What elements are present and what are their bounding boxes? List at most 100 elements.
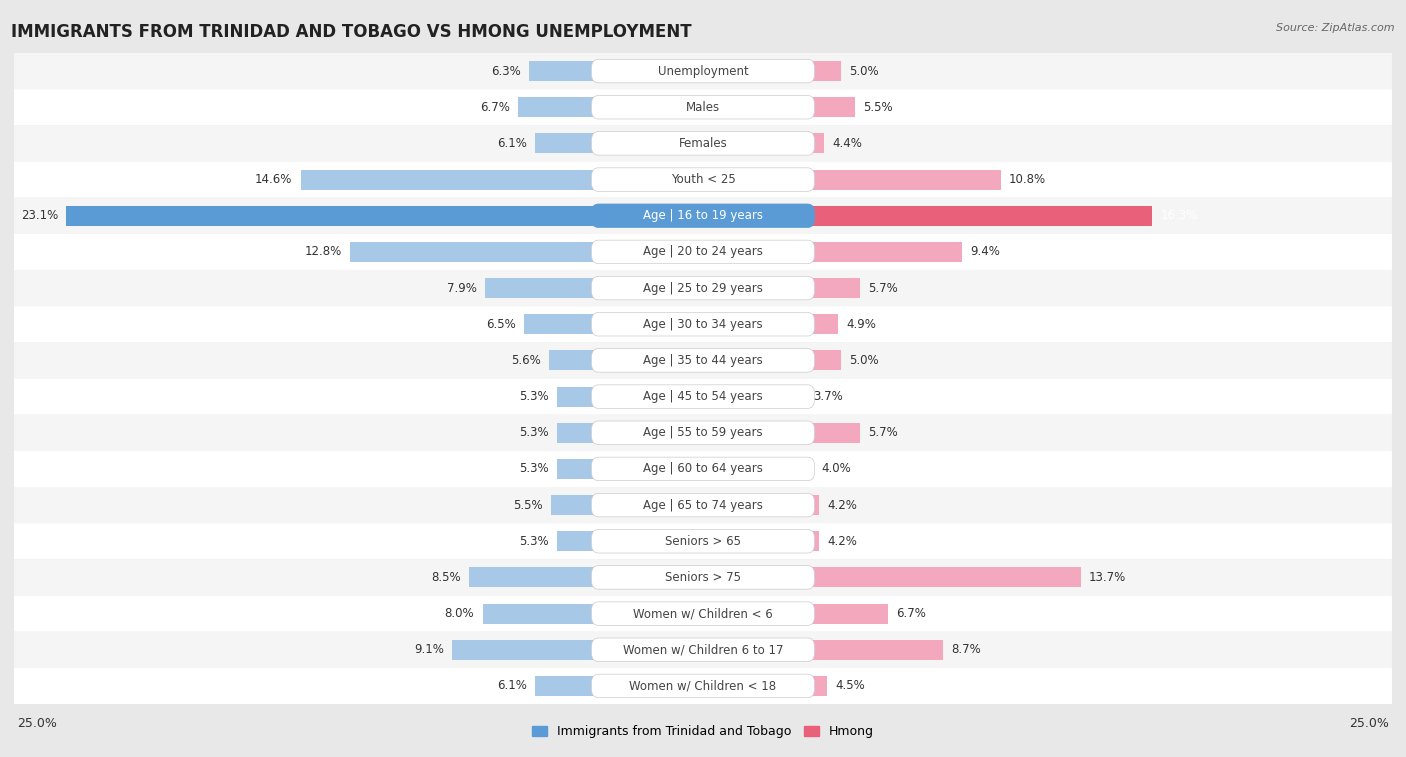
Bar bbox=[703, 242, 962, 262]
Bar bbox=[703, 423, 860, 443]
FancyBboxPatch shape bbox=[14, 126, 1392, 161]
Bar bbox=[703, 314, 838, 334]
FancyBboxPatch shape bbox=[592, 602, 814, 625]
Bar bbox=[703, 531, 818, 551]
FancyBboxPatch shape bbox=[14, 306, 1392, 342]
Text: Source: ZipAtlas.com: Source: ZipAtlas.com bbox=[1277, 23, 1395, 33]
Text: Youth < 25: Youth < 25 bbox=[671, 173, 735, 186]
Text: 5.3%: 5.3% bbox=[519, 463, 548, 475]
Bar bbox=[485, 278, 703, 298]
Text: 5.3%: 5.3% bbox=[519, 426, 548, 439]
Bar bbox=[703, 676, 827, 696]
FancyBboxPatch shape bbox=[14, 631, 1392, 668]
Bar bbox=[703, 387, 806, 407]
Text: 5.7%: 5.7% bbox=[869, 426, 898, 439]
Bar bbox=[468, 568, 703, 587]
FancyBboxPatch shape bbox=[592, 59, 814, 83]
FancyBboxPatch shape bbox=[592, 276, 814, 300]
Text: 5.5%: 5.5% bbox=[513, 499, 543, 512]
Bar bbox=[519, 98, 703, 117]
FancyBboxPatch shape bbox=[14, 378, 1392, 415]
Bar bbox=[534, 676, 703, 696]
Bar bbox=[534, 133, 703, 154]
Text: Age | 65 to 74 years: Age | 65 to 74 years bbox=[643, 499, 763, 512]
FancyBboxPatch shape bbox=[14, 596, 1392, 631]
FancyBboxPatch shape bbox=[592, 565, 814, 589]
FancyBboxPatch shape bbox=[14, 559, 1392, 596]
Text: Age | 35 to 44 years: Age | 35 to 44 years bbox=[643, 354, 763, 367]
Text: Unemployment: Unemployment bbox=[658, 64, 748, 77]
FancyBboxPatch shape bbox=[14, 270, 1392, 306]
FancyBboxPatch shape bbox=[14, 53, 1392, 89]
Bar bbox=[703, 170, 1001, 189]
Text: Women w/ Children < 18: Women w/ Children < 18 bbox=[630, 680, 776, 693]
Text: 6.7%: 6.7% bbox=[896, 607, 925, 620]
Bar bbox=[524, 314, 703, 334]
Text: Seniors > 65: Seniors > 65 bbox=[665, 534, 741, 548]
Text: 5.0%: 5.0% bbox=[849, 64, 879, 77]
FancyBboxPatch shape bbox=[14, 451, 1392, 487]
FancyBboxPatch shape bbox=[14, 523, 1392, 559]
Legend: Immigrants from Trinidad and Tobago, Hmong: Immigrants from Trinidad and Tobago, Hmo… bbox=[527, 721, 879, 743]
Text: 5.3%: 5.3% bbox=[519, 534, 548, 548]
Bar bbox=[703, 568, 1081, 587]
Bar bbox=[703, 278, 860, 298]
Text: 4.9%: 4.9% bbox=[846, 318, 876, 331]
Bar bbox=[66, 206, 703, 226]
Text: 23.1%: 23.1% bbox=[21, 209, 58, 223]
Text: 7.9%: 7.9% bbox=[447, 282, 477, 294]
Text: IMMIGRANTS FROM TRINIDAD AND TOBAGO VS HMONG UNEMPLOYMENT: IMMIGRANTS FROM TRINIDAD AND TOBAGO VS H… bbox=[11, 23, 692, 41]
FancyBboxPatch shape bbox=[14, 198, 1392, 234]
Bar bbox=[703, 603, 887, 624]
FancyBboxPatch shape bbox=[14, 161, 1392, 198]
FancyBboxPatch shape bbox=[592, 204, 814, 228]
FancyBboxPatch shape bbox=[14, 89, 1392, 126]
Text: 12.8%: 12.8% bbox=[305, 245, 342, 258]
Text: 4.4%: 4.4% bbox=[832, 137, 862, 150]
FancyBboxPatch shape bbox=[592, 168, 814, 192]
FancyBboxPatch shape bbox=[592, 313, 814, 336]
Text: 5.0%: 5.0% bbox=[849, 354, 879, 367]
Bar bbox=[703, 206, 1152, 226]
Text: Age | 55 to 59 years: Age | 55 to 59 years bbox=[643, 426, 763, 439]
Text: 3.7%: 3.7% bbox=[813, 390, 844, 403]
Text: Males: Males bbox=[686, 101, 720, 114]
Text: 5.3%: 5.3% bbox=[519, 390, 548, 403]
FancyBboxPatch shape bbox=[592, 529, 814, 553]
Text: 4.0%: 4.0% bbox=[821, 463, 851, 475]
Text: 8.7%: 8.7% bbox=[950, 643, 981, 656]
Text: 16.3%: 16.3% bbox=[1160, 209, 1198, 223]
Text: 6.1%: 6.1% bbox=[496, 137, 527, 150]
FancyBboxPatch shape bbox=[14, 668, 1392, 704]
Text: 6.3%: 6.3% bbox=[491, 64, 522, 77]
Text: 25.0%: 25.0% bbox=[17, 717, 56, 730]
Bar bbox=[551, 495, 703, 515]
FancyBboxPatch shape bbox=[592, 132, 814, 155]
Text: 6.7%: 6.7% bbox=[481, 101, 510, 114]
Text: Age | 25 to 29 years: Age | 25 to 29 years bbox=[643, 282, 763, 294]
Text: 4.2%: 4.2% bbox=[827, 499, 856, 512]
FancyBboxPatch shape bbox=[14, 234, 1392, 270]
Bar bbox=[703, 350, 841, 370]
FancyBboxPatch shape bbox=[14, 342, 1392, 378]
Bar bbox=[557, 459, 703, 479]
Bar bbox=[703, 61, 841, 81]
Bar bbox=[703, 640, 943, 659]
Text: Females: Females bbox=[679, 137, 727, 150]
Text: Age | 16 to 19 years: Age | 16 to 19 years bbox=[643, 209, 763, 223]
FancyBboxPatch shape bbox=[592, 421, 814, 444]
Text: Age | 45 to 54 years: Age | 45 to 54 years bbox=[643, 390, 763, 403]
Text: 8.0%: 8.0% bbox=[444, 607, 474, 620]
Bar bbox=[548, 350, 703, 370]
Text: Women w/ Children < 6: Women w/ Children < 6 bbox=[633, 607, 773, 620]
FancyBboxPatch shape bbox=[14, 487, 1392, 523]
Bar bbox=[453, 640, 703, 659]
Text: 5.6%: 5.6% bbox=[510, 354, 540, 367]
Text: Age | 20 to 24 years: Age | 20 to 24 years bbox=[643, 245, 763, 258]
FancyBboxPatch shape bbox=[592, 494, 814, 517]
Bar bbox=[350, 242, 703, 262]
FancyBboxPatch shape bbox=[592, 95, 814, 119]
Text: Age | 30 to 34 years: Age | 30 to 34 years bbox=[643, 318, 763, 331]
FancyBboxPatch shape bbox=[14, 415, 1392, 451]
Bar bbox=[482, 603, 703, 624]
